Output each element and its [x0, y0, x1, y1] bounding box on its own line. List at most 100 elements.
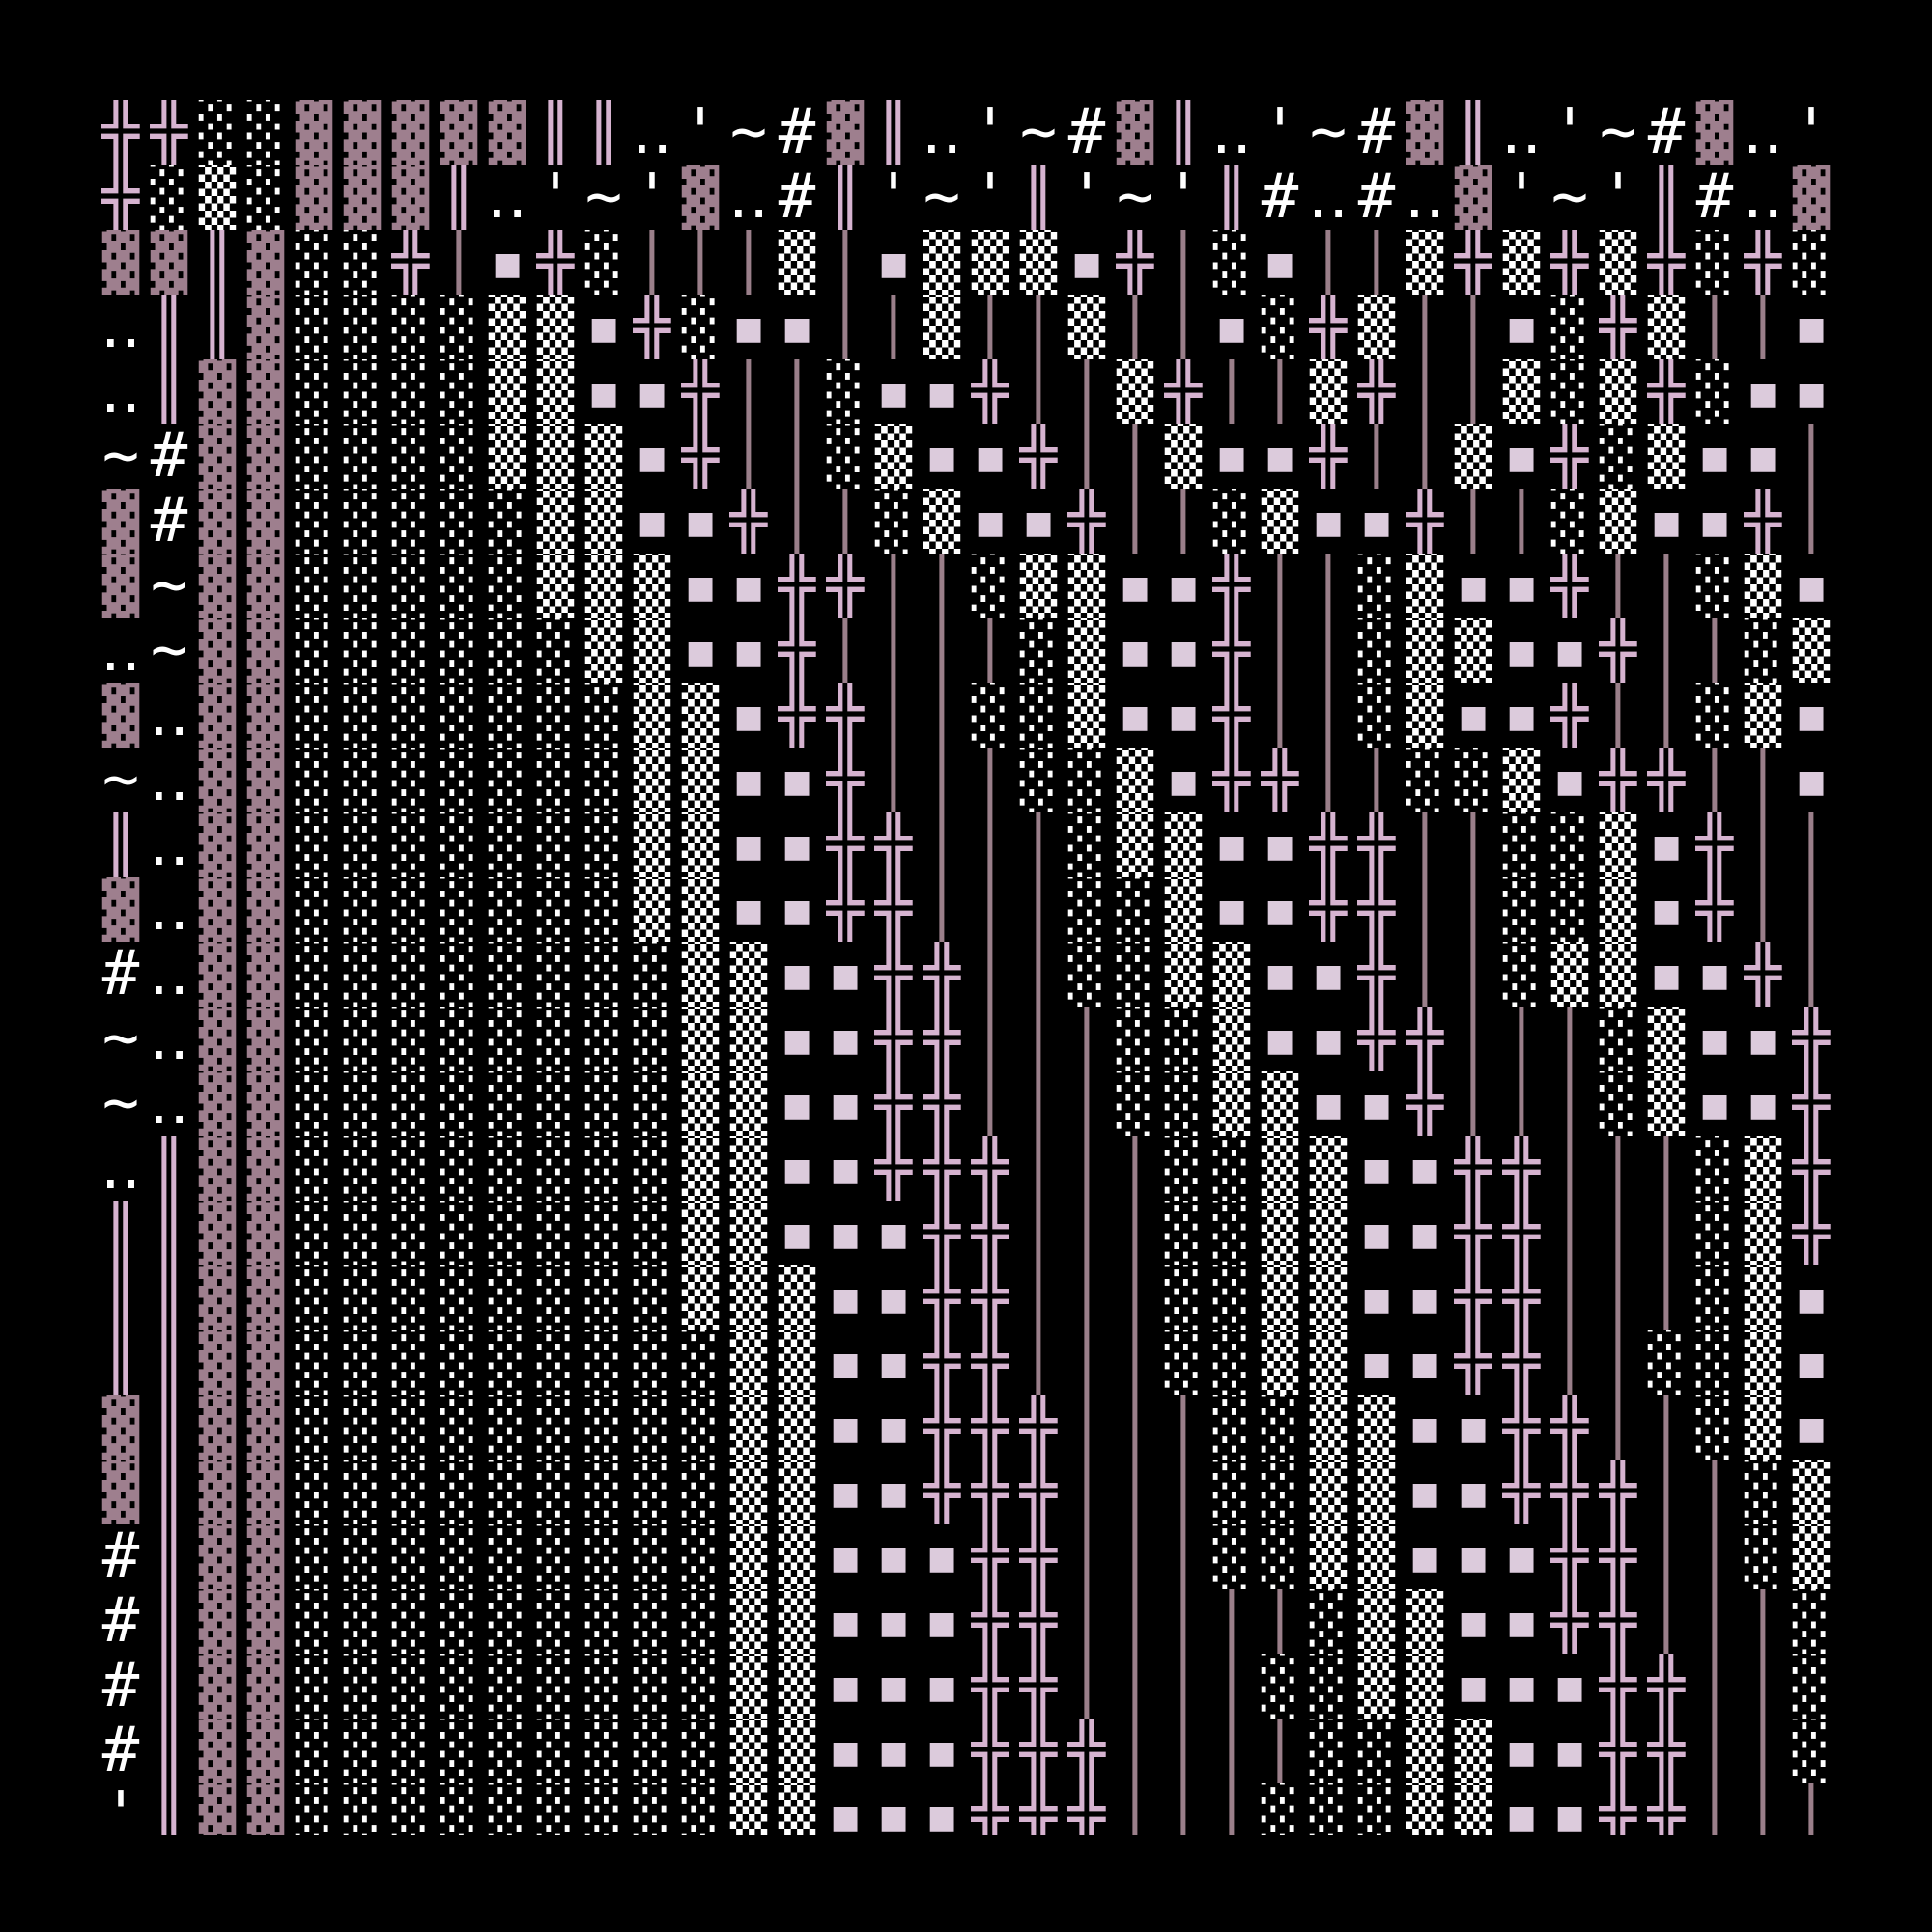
light-shade-glyph: ░: [536, 942, 575, 1007]
dense-shade-glyph: ▓: [198, 942, 237, 1007]
glyph-row: ║ ║ ▓ ▓ ░ ░ ░ ░ ░ ░ ░ ░ ▒ ▒ ▒ ▪ ▪ ╬ ╬ │ │ │ ░ ░ ▒ ▒ ▪ ▪ ╬ ╬ │ │ │ ░ ▒ ▪: [97, 1265, 1835, 1330]
double-cross-glyph: ╬: [1550, 1524, 1589, 1589]
light-shade-glyph: ░: [488, 1136, 526, 1201]
medium-shade-glyph: ▒: [1406, 618, 1444, 683]
square-glyph: ▪: [1502, 295, 1541, 359]
thin-bar-glyph: │: [1067, 1589, 1106, 1654]
light-shade-glyph: ░: [536, 618, 575, 683]
double-cross-glyph: ╬: [1212, 618, 1251, 683]
double-cross-glyph: ╬: [1599, 1719, 1637, 1783]
light-shade-glyph: ░: [488, 812, 526, 877]
dense-shade-glyph: ▓: [198, 1460, 237, 1524]
glyph-row: ‥ ║ ║ ▓ ░ ░ ░ ░ ▒ ▒ ▪ ╬ ░ ▪ ▪ │ │ ▒ │ │ ▒ │ │ ▪ ░ ╬ ▒ │ │ ▪ ░ ╬ ▒ │ │ ▪: [97, 295, 1835, 359]
thin-bar-glyph: │: [1116, 1783, 1154, 1835]
light-shade-glyph: ░: [391, 1524, 430, 1589]
dense-shade-glyph: ▓: [198, 812, 237, 877]
thin-bar-glyph: │: [826, 489, 865, 554]
double-cross-glyph: ╬: [874, 1136, 913, 1201]
double-cross-glyph: ╬: [1309, 424, 1348, 489]
medium-shade-glyph: ▒: [1744, 1395, 1782, 1460]
double-cross-glyph: ╬: [1647, 230, 1686, 295]
light-shade-glyph: ░: [681, 1395, 720, 1460]
light-shade-glyph: ░: [1212, 1524, 1251, 1589]
dense-shade-glyph: ▓: [295, 100, 333, 165]
double-cross-glyph: ╬: [971, 359, 1009, 424]
light-shade-glyph: ░: [488, 1007, 526, 1071]
square-glyph: ▪: [1067, 230, 1106, 295]
square-glyph: ▪: [826, 1719, 865, 1783]
text-glyph: ‥: [148, 1007, 190, 1071]
thin-bar-glyph: │: [1164, 230, 1203, 295]
thin-bar-glyph: │: [1019, 359, 1058, 424]
light-shade-glyph: ░: [1454, 748, 1492, 812]
light-shade-glyph: ░: [1550, 295, 1589, 359]
thin-bar-glyph: │: [1116, 1654, 1154, 1719]
thin-bar-glyph: │: [1599, 683, 1637, 748]
thin-bar-glyph: │: [729, 424, 768, 489]
square-glyph: ▪: [1502, 1654, 1541, 1719]
light-shade-glyph: ░: [295, 424, 333, 489]
medium-shade-glyph: ▒: [778, 1265, 816, 1330]
thin-bar-glyph: │: [1067, 1460, 1106, 1524]
light-shade-glyph: ░: [295, 1589, 333, 1654]
light-shade-glyph: ░: [584, 1395, 623, 1460]
square-glyph: ▪: [1406, 1524, 1444, 1589]
double-cross-glyph: ╬: [923, 1007, 961, 1071]
square-glyph: ▪: [1309, 1071, 1348, 1136]
double-cross-glyph: ╬: [1502, 1460, 1541, 1524]
square-glyph: ▪: [1406, 1460, 1444, 1524]
dense-shade-glyph: ▓: [198, 1136, 237, 1201]
text-glyph: ~: [923, 165, 961, 230]
medium-shade-glyph: ▒: [1357, 1524, 1396, 1589]
square-glyph: ▪: [1309, 489, 1348, 554]
light-shade-glyph: ░: [1261, 295, 1299, 359]
double-cross-glyph: ╬: [1502, 1136, 1541, 1201]
light-shade-glyph: ░: [343, 1395, 382, 1460]
medium-shade-glyph: ▒: [584, 489, 623, 554]
medium-shade-glyph: ▒: [729, 1007, 768, 1071]
double-cross-glyph: ╬: [1550, 1589, 1589, 1654]
light-shade-glyph: ░: [488, 1589, 526, 1654]
light-shade-glyph: ░: [488, 1265, 526, 1330]
square-glyph: ▪: [1647, 877, 1686, 942]
light-shade-glyph: ░: [1695, 1136, 1734, 1201]
light-shade-glyph: ░: [343, 489, 382, 554]
medium-shade-glyph: ▒: [729, 1265, 768, 1330]
square-glyph: ▪: [1116, 683, 1154, 748]
double-cross-glyph: ╬: [971, 1136, 1009, 1201]
double-bar-glyph: ║: [150, 1719, 188, 1783]
square-glyph: ▪: [1454, 1654, 1492, 1719]
light-shade-glyph: ░: [1164, 1201, 1203, 1265]
thin-bar-glyph: │: [1599, 554, 1637, 618]
thin-bar-glyph: │: [1647, 554, 1686, 618]
dense-shade-glyph: ▓: [246, 1071, 285, 1136]
text-glyph: ‥: [99, 618, 142, 683]
text-glyph: ~: [729, 100, 768, 165]
light-shade-glyph: ░: [633, 1330, 671, 1395]
square-glyph: ▪: [874, 1654, 913, 1719]
light-shade-glyph: ░: [295, 489, 333, 554]
text-glyph: ~: [101, 1007, 140, 1071]
light-shade-glyph: ░: [488, 1330, 526, 1395]
square-glyph: ▪: [874, 1524, 913, 1589]
medium-shade-glyph: ▒: [778, 1460, 816, 1524]
text-glyph: #: [101, 1524, 140, 1589]
light-shade-glyph: ░: [343, 1330, 382, 1395]
light-shade-glyph: ░: [440, 748, 478, 812]
text-glyph: ': [536, 165, 575, 230]
thin-bar-glyph: │: [1116, 1524, 1154, 1589]
light-shade-glyph: ░: [584, 1136, 623, 1201]
medium-shade-glyph: ▒: [1212, 1071, 1251, 1136]
square-glyph: ▪: [826, 1136, 865, 1201]
medium-shade-glyph: ▒: [1502, 359, 1541, 424]
double-cross-glyph: ╬: [1019, 1460, 1058, 1524]
thin-bar-glyph: │: [1406, 812, 1444, 877]
thin-bar-glyph: │: [1454, 359, 1492, 424]
thin-bar-glyph: │: [1164, 1589, 1203, 1654]
square-glyph: ▪: [1502, 1719, 1541, 1783]
thin-bar-glyph: │: [778, 489, 816, 554]
medium-shade-glyph: ▒: [488, 359, 526, 424]
thin-bar-glyph: │: [1454, 942, 1492, 1007]
light-shade-glyph: ░: [295, 812, 333, 877]
medium-shade-glyph: ▒: [1502, 230, 1541, 295]
